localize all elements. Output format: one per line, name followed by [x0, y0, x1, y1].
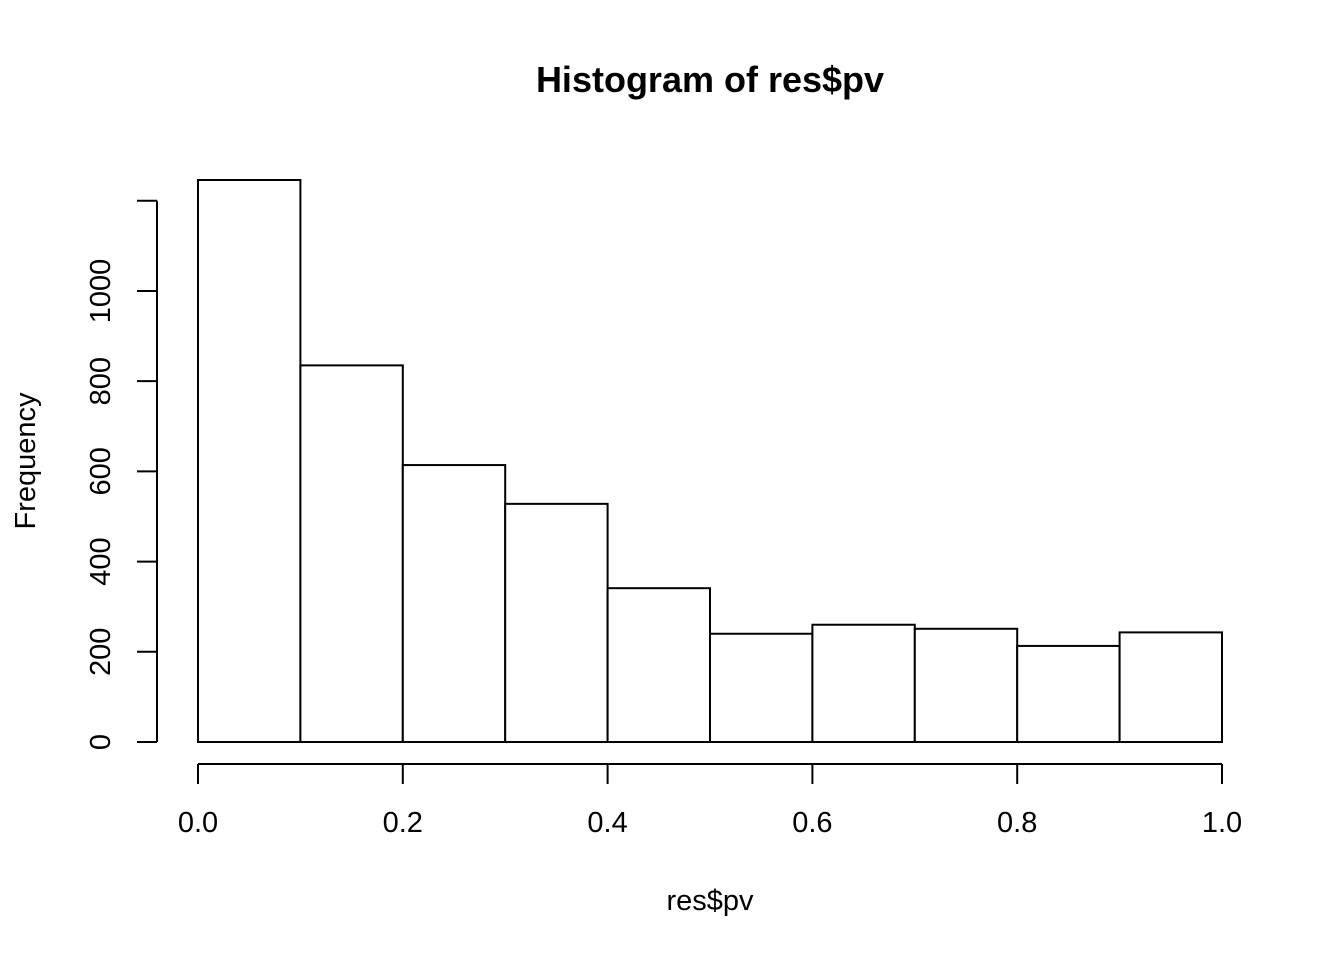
- x-tick-label: 0.0: [178, 807, 218, 839]
- x-tick-label: 1.0: [1202, 807, 1242, 839]
- y-tick-label: 0: [85, 734, 117, 750]
- x-axis-label: res$pv: [666, 885, 754, 917]
- x-tick-label: 0.6: [792, 807, 832, 839]
- y-tick-label: 800: [85, 357, 117, 405]
- y-tick-label: 1000: [85, 259, 117, 324]
- histogram-bar-8: [1016, 644, 1121, 744]
- histogram-bar-0: [197, 179, 302, 743]
- x-tick-label: 0.8: [997, 807, 1037, 839]
- chart-title: Histogram of res$pv: [536, 59, 884, 100]
- histogram-bar-3: [504, 502, 609, 743]
- y-axis-label: Frequency: [10, 392, 42, 530]
- histogram-bar-4: [606, 587, 711, 743]
- histogram-bar-2: [401, 464, 507, 743]
- y-axis: 0 200 400 600 800 1000: [85, 199, 158, 750]
- x-tick-label: 0.4: [587, 807, 627, 839]
- x-tick-label: 0.2: [383, 807, 423, 839]
- histogram-bar-5: [709, 632, 814, 743]
- y-tick-label: 600: [85, 447, 117, 495]
- y-tick-label: 200: [85, 628, 117, 676]
- histogram-bar-1: [299, 364, 404, 743]
- x-axis: 0.0 0.2 0.4 0.6 0.8 1.0: [178, 763, 1242, 839]
- histogram-bar-7: [913, 627, 1019, 744]
- histogram-bar-6: [811, 623, 916, 744]
- y-tick-label: 400: [85, 537, 117, 585]
- bars-group: [197, 179, 1223, 744]
- histogram-bar-9: [1118, 631, 1223, 744]
